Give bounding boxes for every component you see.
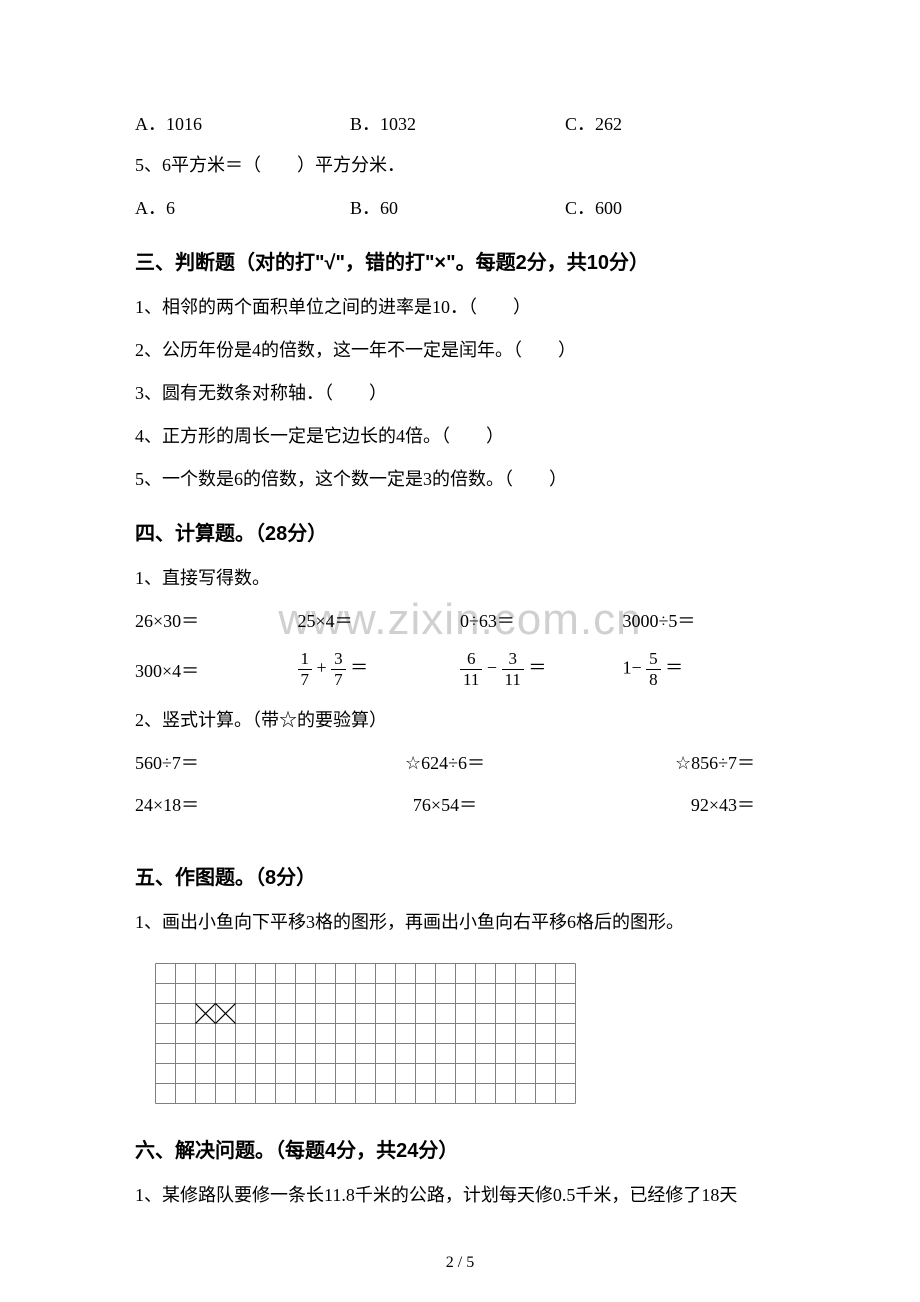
calc-r3c2: ☆624÷6＝ xyxy=(342,749,549,775)
frac-op-minus: − xyxy=(487,658,497,678)
frac-1-minus: 1− xyxy=(623,658,642,678)
calc-r2c1: 300×4＝ xyxy=(135,657,298,683)
frac-eq-2: ＝ xyxy=(528,658,546,678)
calc-r4c2: 76×54＝ xyxy=(342,791,549,817)
calc-r1c4: 3000÷5＝ xyxy=(623,607,786,633)
sec3-q4: 4、正方形的周长一定是它边长的4倍。（ ） xyxy=(135,422,785,451)
mc-q4-options: A．1016 B．1032 C．262 xyxy=(135,110,785,139)
mc-q5-opt-b: B．60 xyxy=(350,194,565,223)
frac-op-plus: + xyxy=(317,658,327,678)
calc-row-1: 26×30＝ 25×4＝ 0÷63＝ 3000÷5＝ xyxy=(135,607,785,633)
frac-6-11: 611 xyxy=(460,649,482,690)
sec3-q3: 3、圆有无数条对称轴．（ ） xyxy=(135,379,785,408)
calc-r3c1: 560÷7＝ xyxy=(135,749,342,775)
section-5-title: 五、作图题。（8分） xyxy=(135,861,785,890)
sec5-q1: 1、画出小鱼向下平移3格的图形，再画出小鱼向右平移6格后的图形。 xyxy=(135,908,785,937)
sec3-q1: 1、相邻的两个面积单位之间的进率是10．（ ） xyxy=(135,293,785,322)
page-number: 2 / 5 xyxy=(446,1254,474,1272)
sec4-sub2: 2、竖式计算。（带☆的要验算） xyxy=(135,706,785,735)
frac-1-7: 17 xyxy=(298,649,313,690)
section-3-title: 三、判断题（对的打"√"，错的打"×"。每题2分，共10分） xyxy=(135,246,785,275)
calc-r3c3: ☆856÷7＝ xyxy=(548,749,785,775)
calc-r4c3: 92×43＝ xyxy=(548,791,785,817)
sec3-q2: 2、公历年份是4的倍数，这一年不一定是闰年。（ ） xyxy=(135,336,785,365)
mc-q4-opt-c: C．262 xyxy=(565,110,622,139)
frac-5-8: 58 xyxy=(646,649,661,690)
mc-q5-options: A．6 B．60 C．600 xyxy=(135,194,785,223)
calc-row-2: 300×4＝ 17 + 37 ＝ 611 − 311 ＝ 1− 58 ＝ xyxy=(135,649,785,690)
calc-r1c3: 0÷63＝ xyxy=(460,607,623,633)
calc-r2c4: 1− 58 ＝ xyxy=(623,649,786,690)
calc-r1c1: 26×30＝ xyxy=(135,607,298,633)
mc-q5-opt-c: C．600 xyxy=(565,194,622,223)
mc-q4-opt-b: B．1032 xyxy=(350,110,565,139)
calc-r4c1: 24×18＝ xyxy=(135,791,342,817)
calc-r2c2: 17 + 37 ＝ xyxy=(298,649,461,690)
sec6-q1: 1、某修路队要修一条长11.8千米的公路，计划每天修0.5千米，已经修了18天 xyxy=(135,1181,785,1210)
page-content: A．1016 B．1032 C．262 5、6平方米＝（ ）平方分米． A．6 … xyxy=(135,110,785,1210)
grid-drawing xyxy=(155,963,577,1105)
calc-row-3: 560÷7＝ ☆624÷6＝ ☆856÷7＝ xyxy=(135,749,785,775)
frac-eq-3: ＝ xyxy=(665,658,683,678)
frac-3-7: 37 xyxy=(331,649,346,690)
calc-row-4: 24×18＝ 76×54＝ 92×43＝ xyxy=(135,791,785,817)
section-4-title: 四、计算题。（28分） xyxy=(135,517,785,546)
mc-q5-opt-a: A．6 xyxy=(135,194,350,223)
frac-3-11: 311 xyxy=(502,649,524,690)
sec3-q5: 5、一个数是6的倍数，这个数一定是3的倍数。（ ） xyxy=(135,465,785,494)
calc-r1c2: 25×4＝ xyxy=(298,607,461,633)
frac-eq-1: ＝ xyxy=(350,658,368,678)
mc-q5-stem: 5、6平方米＝（ ）平方分米． xyxy=(135,151,785,180)
sec4-sub1: 1、直接写得数。 xyxy=(135,564,785,593)
mc-q4-opt-a: A．1016 xyxy=(135,110,350,139)
calc-r2c3: 611 − 311 ＝ xyxy=(460,649,623,690)
section-6-title: 六、解决问题。（每题4分，共24分） xyxy=(135,1134,785,1163)
